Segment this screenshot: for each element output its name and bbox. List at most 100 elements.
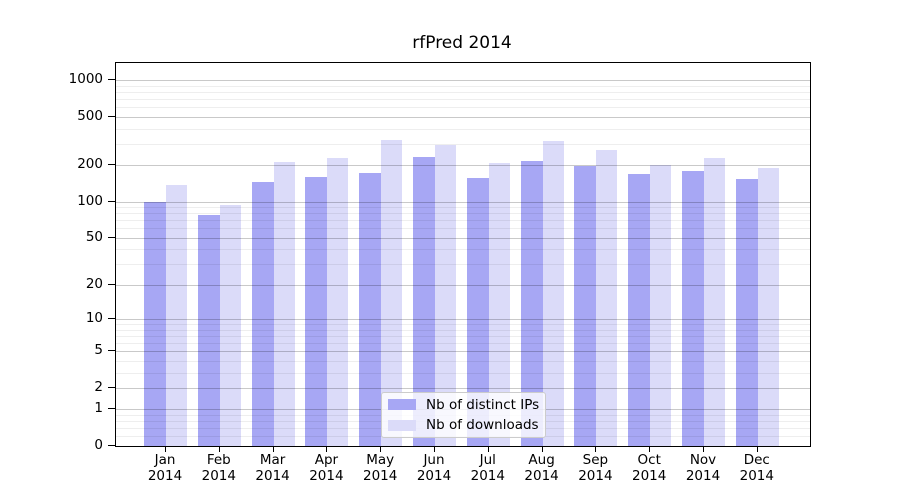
y-tick-label-100: 100 (77, 192, 103, 209)
bar-distinct-ips-apr (305, 176, 328, 446)
x-tick-mark-jul (487, 446, 489, 452)
x-tick-label-oct: Oct 2014 (632, 452, 667, 484)
x-tick-mark-jun (434, 446, 435, 452)
bar-downloads-apr (327, 157, 349, 446)
y-tick-label-50: 50 (85, 228, 103, 245)
y-tick-label-1: 1 (94, 400, 103, 417)
bar-distinct-ips-may (359, 172, 382, 446)
x-tick-label-aug: Aug 2014 (524, 452, 559, 484)
legend-item-downloads: Nb of downloads (382, 416, 545, 434)
y-tick-label-10: 10 (85, 310, 103, 326)
gridline-700 (116, 99, 810, 101)
x-tick-mark-mar (272, 446, 274, 452)
x-tick-mark-apr (326, 446, 328, 452)
bar-downloads-feb (219, 204, 241, 446)
gridline-2 (116, 387, 810, 389)
x-tick-label-feb: Feb 2014 (201, 452, 236, 484)
gridline-70 (116, 220, 810, 222)
x-tick-label-may: May 2014 (363, 452, 398, 484)
bar-downloads-aug (542, 140, 564, 446)
y-tick-label-2: 2 (94, 378, 103, 395)
x-tick-label-apr: Apr 2014 (309, 452, 344, 484)
bar-downloads-may (381, 140, 403, 446)
gridline-100 (116, 201, 810, 203)
gridline-4 (116, 360, 810, 362)
bar-downloads-jul (488, 163, 510, 446)
y-tick-label-1000: 1000 (68, 71, 103, 88)
gridline-6 (116, 343, 810, 344)
x-tick-mark-jan (165, 446, 166, 452)
y-tick-mark-20 (108, 283, 115, 285)
x-tick-label-mar: Mar 2014 (255, 452, 290, 484)
y-tick-label-5: 5 (94, 342, 103, 359)
bar-downloads-jan (166, 184, 187, 446)
y-tick-label-20: 20 (85, 275, 103, 292)
gridline-900 (116, 85, 810, 87)
gridline-80 (116, 213, 810, 215)
bar-downloads-dec (757, 168, 779, 446)
legend-label-distinct-ips: Nb of distinct IPs (426, 396, 540, 413)
y-tick-mark-500 (108, 115, 115, 117)
x-tick-mark-may (380, 446, 382, 452)
gridline-400 (116, 128, 810, 130)
gridline-60 (116, 228, 810, 230)
legend-swatch-distinct-ips (388, 399, 416, 411)
legend-item-distinct-ips: Nb of distinct IPs (382, 396, 545, 414)
y-tick-mark-200 (108, 164, 115, 166)
y-tick-mark-50 (108, 236, 115, 238)
bar-distinct-ips-feb (197, 214, 220, 446)
gridline-800 (116, 92, 810, 93)
x-tick-label-nov: Nov 2014 (685, 452, 721, 484)
bar-distinct-ips-jan (144, 201, 166, 446)
legend: Nb of distinct IPs Nb of downloads (381, 392, 546, 438)
legend-swatch-downloads (388, 419, 416, 431)
bar-downloads-sep (596, 149, 618, 446)
y-tick-mark-1000 (108, 79, 115, 81)
x-tick-mark-oct (649, 446, 651, 452)
gridline-20 (116, 284, 810, 286)
gridline-1000 (116, 80, 810, 82)
bar-downloads-jun (435, 145, 456, 446)
gridline-40 (116, 249, 810, 251)
legend-label-downloads: Nb of downloads (426, 417, 539, 434)
gridline-3 (116, 372, 810, 374)
y-tick-mark-5 (108, 350, 115, 352)
gridline-7 (116, 335, 810, 337)
x-tick-mark-dec (756, 446, 758, 452)
y-tick-mark-2 (108, 386, 115, 388)
bar-distinct-ips-mar (251, 182, 274, 446)
y-tick-mark-10 (108, 318, 115, 319)
gridline-8 (116, 329, 810, 331)
gridline-9 (116, 324, 810, 326)
x-tick-label-jun: Jun 2014 (416, 452, 452, 484)
bar-distinct-ips-dec (735, 178, 758, 446)
y-tick-label-200: 200 (77, 156, 103, 173)
x-tick-mark-feb (218, 446, 220, 452)
gridline-5 (116, 351, 810, 353)
x-tick-label-jul: Jul 2014 (470, 452, 505, 484)
y-tick-label-0: 0 (94, 437, 103, 453)
bar-downloads-nov (704, 157, 725, 446)
bar-distinct-ips-aug (520, 160, 543, 446)
gridline-30 (116, 264, 810, 266)
gridline-10 (116, 319, 810, 320)
gridline-50 (116, 237, 810, 239)
gridline-600 (116, 107, 810, 109)
bar-distinct-ips-sep (574, 165, 597, 446)
x-tick-mark-aug (541, 446, 543, 452)
x-tick-mark-sep (595, 446, 597, 452)
x-tick-mark-nov (703, 446, 704, 452)
bar-distinct-ips-nov (682, 170, 704, 446)
bar-downloads-mar (273, 161, 295, 446)
gridline-90 (116, 207, 810, 209)
gridline-500 (116, 116, 810, 118)
bar-distinct-ips-oct (628, 174, 651, 446)
y-tick-mark-0 (108, 445, 115, 446)
grid-layer (116, 63, 810, 446)
x-tick-label-jan: Jan 2014 (147, 452, 183, 484)
gridline-300 (116, 143, 810, 145)
bar-distinct-ips-jun (413, 156, 435, 446)
x-tick-label-dec: Dec 2014 (739, 452, 774, 484)
bar-downloads-oct (650, 164, 672, 446)
